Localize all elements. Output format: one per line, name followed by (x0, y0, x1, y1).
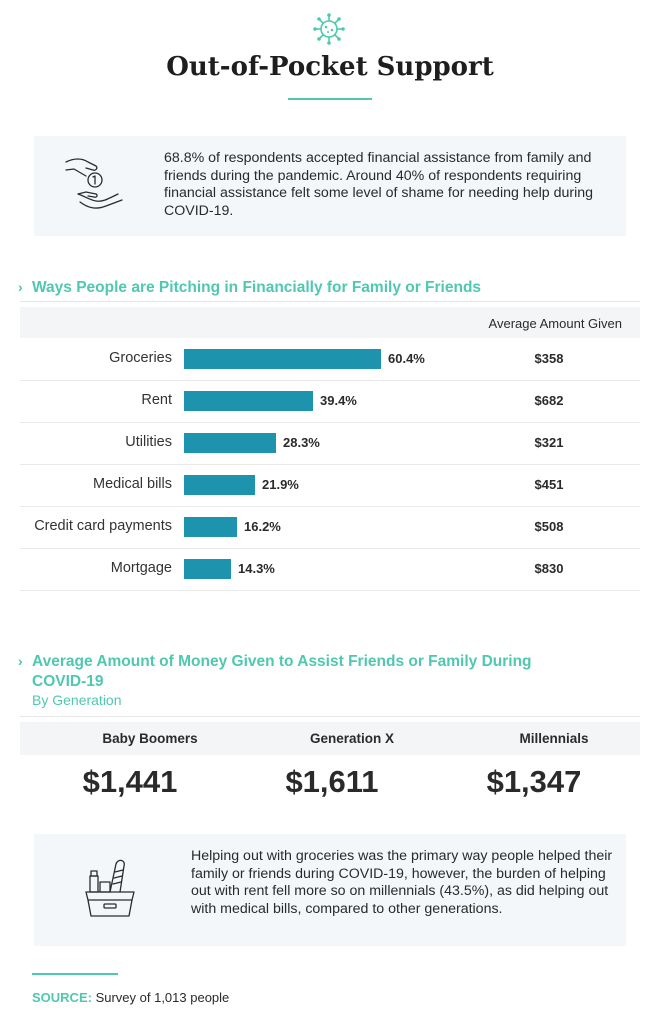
generation-name-millennials: Millennials (519, 731, 589, 746)
row-divider (20, 506, 640, 507)
bar-category-label: Credit card payments (34, 518, 172, 534)
bar (184, 349, 381, 369)
closing-text: Helping out with groceries was the prima… (191, 848, 613, 917)
average-amount-value: $508 (534, 519, 564, 534)
generation-value-genx: $1,611 (285, 764, 379, 799)
average-amount-value: $321 (534, 435, 564, 450)
bar-category-label: Utilities (125, 434, 172, 450)
source-divider (32, 973, 118, 975)
bar-value-label: 39.4% (320, 393, 357, 408)
bar-table-header: Average Amount Given (20, 307, 640, 338)
generation-value-millennials: $1,347 (486, 764, 582, 799)
average-amount-value: $358 (534, 351, 564, 366)
generation-name-boomers: Baby Boomers (102, 731, 198, 746)
row-divider (20, 548, 640, 549)
bar-category-label: Mortgage (110, 560, 172, 576)
row-divider (20, 380, 640, 381)
source-label: SOURCE: (32, 990, 92, 1005)
bar-category-label: Rent (141, 392, 172, 408)
generation-heading: › Average Amount of Money Given to Assist… (18, 651, 578, 692)
divider (20, 301, 640, 302)
intro-text: 68.8% of respondents accepted financial … (164, 150, 594, 219)
bar-chart-heading: › Ways People are Pitching in Financially… (18, 277, 638, 298)
bar (184, 559, 231, 579)
row-divider (20, 590, 640, 591)
bar (184, 391, 313, 411)
chevron-right-icon: › (18, 279, 23, 295)
average-amount-value: $830 (534, 561, 564, 576)
average-amount-value: $451 (534, 477, 564, 492)
intro-callout: 68.8% of respondents accepted financial … (34, 136, 626, 236)
page-title: Out-of-Pocket Support (166, 52, 494, 82)
bar (184, 433, 276, 453)
average-amount-value: $682 (534, 393, 564, 408)
closing-callout: Helping out with groceries was the prima… (34, 834, 626, 946)
row-divider (20, 422, 640, 423)
hand-giving-coin-icon (65, 158, 123, 209)
bar-chart-title: Ways People are Pitching in Financially … (32, 279, 482, 296)
generation-subtitle: By Generation (32, 692, 122, 708)
grocery-basket-icon (85, 859, 135, 917)
bar-value-label: 60.4% (388, 351, 425, 366)
chevron-right-icon: › (18, 653, 23, 669)
source-note: SOURCE: Survey of 1,013 people (32, 990, 229, 1005)
column-header-average-amount: Average Amount Given (488, 316, 622, 331)
bar-value-label: 14.3% (238, 561, 275, 576)
bar (184, 475, 255, 495)
generation-value-boomers: $1,441 (82, 764, 178, 799)
virus-icon (313, 13, 345, 45)
title-divider (288, 98, 372, 100)
bar-value-label: 21.9% (262, 477, 299, 492)
generation-header: Baby Boomers Generation X Millennials (20, 722, 640, 755)
bar-value-label: 16.2% (244, 519, 281, 534)
generation-title-line1: Average Amount of Money Given to Assist … (32, 653, 532, 670)
generation-title-line2: COVID-19 (32, 673, 104, 690)
bar (184, 517, 237, 537)
row-divider (20, 464, 640, 465)
divider (20, 716, 640, 717)
bar-value-label: 28.3% (283, 435, 320, 450)
bar-category-label: Medical bills (93, 476, 172, 492)
source-text: Survey of 1,013 people (91, 990, 230, 1005)
generation-name-genx: Generation X (309, 731, 395, 746)
bar-category-label: Groceries (109, 350, 172, 366)
